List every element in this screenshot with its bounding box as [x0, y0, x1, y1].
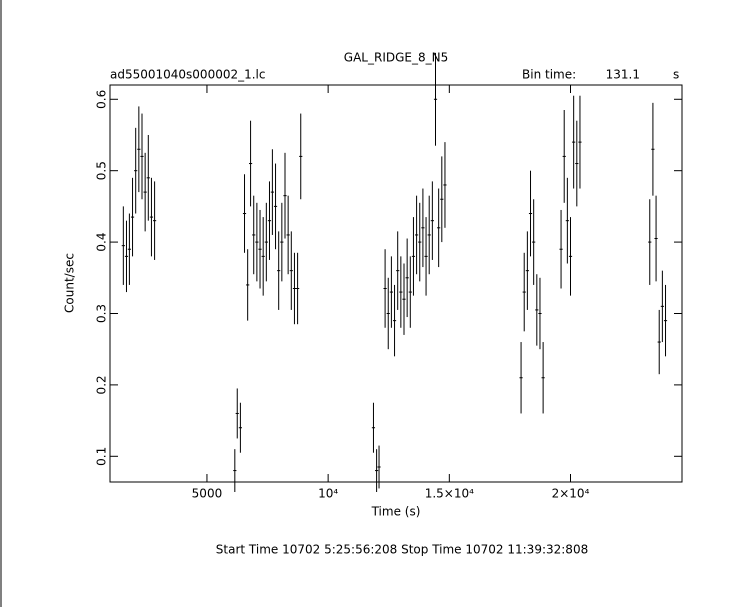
data-point: [383, 249, 387, 328]
y-tick-label: 0.1: [95, 447, 109, 466]
data-point: [283, 152, 287, 239]
data-point: [443, 142, 447, 228]
data-point: [121, 206, 125, 285]
data-point: [421, 188, 425, 268]
data-point: [134, 127, 138, 214]
data-point: [235, 388, 239, 439]
data-point: [424, 217, 428, 296]
data-point: [415, 195, 419, 275]
data-point: [270, 149, 274, 235]
bin-time-unit: s: [673, 68, 679, 82]
data-point: [242, 174, 247, 253]
data-point: [411, 217, 416, 296]
data-point: [389, 256, 393, 328]
data-point: [522, 252, 526, 332]
x-tick-label: 2×10⁴: [552, 487, 590, 501]
data-point: [651, 102, 655, 196]
x-tick-label: 5000: [192, 487, 223, 501]
data-point: [405, 238, 409, 318]
data-point: [261, 217, 265, 296]
chart-title: GAL_RIDGE_8_N5: [344, 51, 448, 65]
data-point: [386, 277, 390, 350]
data-point: [430, 181, 434, 260]
data-point: [663, 284, 668, 357]
data-point: [280, 202, 284, 282]
bin-time: 131.1: [606, 68, 640, 82]
data-point: [246, 249, 250, 321]
bin-time-label: Bin time:: [522, 68, 576, 82]
data-point: [562, 109, 566, 203]
data-point: [267, 181, 272, 260]
data-point: [143, 152, 147, 232]
data-point: [535, 274, 539, 346]
data-point: [153, 181, 157, 260]
data-point: [140, 113, 144, 200]
data-point: [286, 195, 290, 275]
data-point: [252, 195, 256, 275]
data-point: [124, 220, 129, 293]
data-point: [657, 309, 661, 375]
data-point: [375, 449, 379, 492]
data-point: [528, 170, 533, 257]
data-point: [377, 445, 381, 489]
y-axis-label: Count/sec: [63, 253, 77, 313]
x-axis-label: Time (s): [371, 505, 421, 519]
data-point: [255, 202, 259, 282]
footer: Start Time 10702 5:25:56:208 Stop Time 1…: [216, 543, 588, 557]
data-point: [396, 231, 400, 310]
data-point: [238, 402, 242, 453]
data-point: [273, 163, 278, 250]
data-point: [568, 217, 573, 296]
data-point: [433, 52, 438, 146]
data-point: [575, 120, 579, 207]
y-tick-label: 0.6: [95, 90, 109, 109]
data-point: [525, 231, 529, 310]
data-point: [572, 95, 576, 189]
data-point: [565, 177, 569, 264]
plot-frame: [109, 84, 683, 483]
data-point: [402, 263, 406, 335]
data-point: [233, 449, 237, 492]
data-point: [371, 402, 376, 453]
y-tick-label: 0.4: [95, 233, 109, 252]
data-point: [660, 270, 664, 343]
data-point: [146, 134, 150, 221]
data-point: [541, 342, 545, 414]
data-point: [648, 199, 652, 285]
data-point: [440, 156, 444, 243]
data-point: [559, 209, 563, 289]
data-point: [532, 199, 536, 285]
data-point: [538, 277, 542, 350]
data-point: [248, 120, 253, 207]
data-point: [427, 195, 431, 275]
x-tick-label: 1.5×10⁴: [425, 487, 474, 501]
data-point: [519, 342, 523, 414]
y-tick-label: 0.2: [95, 375, 109, 394]
x-tick-label: 10⁴: [318, 487, 338, 501]
y-tick-label: 0.5: [95, 161, 109, 180]
data-point: [399, 256, 403, 328]
data-point: [296, 252, 300, 325]
data-point: [127, 213, 131, 285]
data-point: [299, 113, 303, 200]
data-point: [258, 209, 262, 289]
data-point: [408, 256, 412, 328]
data-point: [277, 231, 281, 310]
data-point: [130, 177, 135, 257]
data-point: [392, 284, 397, 357]
data-point: [418, 202, 422, 282]
data-point: [292, 252, 297, 325]
data-point: [578, 95, 582, 189]
data-point: [137, 106, 141, 193]
data-point: [654, 195, 658, 282]
data-point: [437, 188, 441, 268]
y-tick-label: 0.3: [95, 304, 109, 323]
data-point: [264, 202, 268, 282]
data-point: [149, 177, 154, 257]
file-label: ad55001040s000002_1.lc: [110, 68, 266, 82]
data-point: [289, 231, 293, 310]
